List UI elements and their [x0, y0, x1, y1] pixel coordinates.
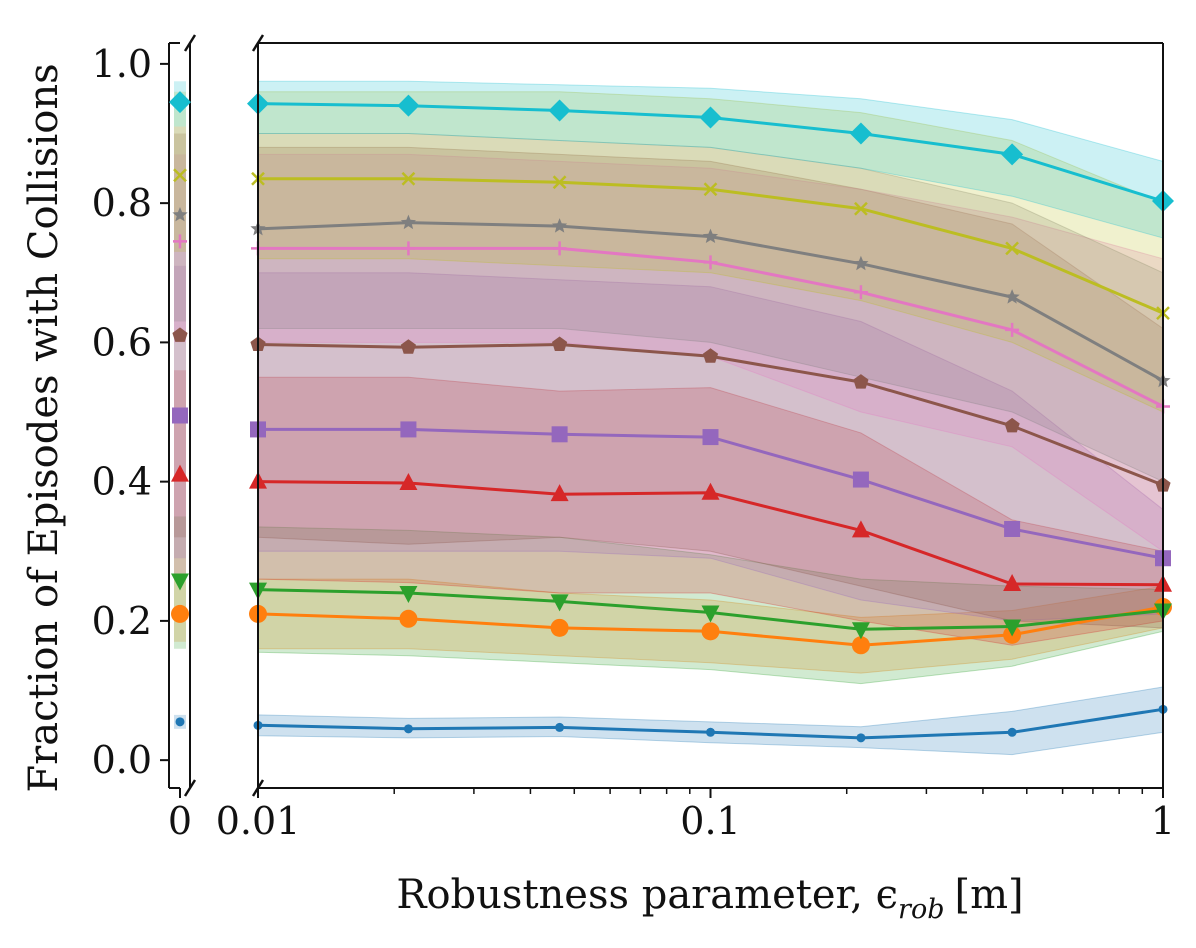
series-point-marker — [552, 218, 568, 233]
series-point-marker — [851, 636, 870, 655]
series-point-marker — [1004, 289, 1020, 304]
series-point-marker — [550, 594, 569, 612]
series-point-marker — [172, 407, 188, 424]
series-point-marker — [1007, 727, 1017, 737]
main-panel-series — [247, 80, 1174, 756]
series-point-marker — [702, 348, 719, 363]
series-point-marker — [1003, 619, 1022, 637]
y-tick-label: 0.2 — [92, 599, 152, 643]
series-point-marker — [552, 336, 568, 351]
zero-confidence-band — [174, 91, 186, 252]
series-point-marker — [853, 255, 869, 271]
x-axis-title-main: Robustness parameter, ϵ — [396, 872, 898, 918]
series-point-marker — [853, 374, 869, 389]
main-panel — [247, 34, 1174, 797]
series-point-marker — [706, 727, 715, 737]
series-point-marker — [701, 482, 720, 500]
series-point-marker — [400, 214, 416, 230]
series-point-marker — [397, 94, 420, 117]
series-point-marker — [172, 207, 188, 222]
series-point-marker — [702, 429, 719, 446]
series-point-marker — [550, 618, 569, 637]
series-point-marker — [171, 464, 189, 482]
series-point-marker — [173, 168, 187, 183]
x-tick-label: 0.01 — [216, 799, 301, 843]
series-point-marker — [400, 339, 416, 354]
zero-confidence-band — [174, 126, 186, 322]
series-point-marker — [853, 285, 868, 300]
series-point-marker — [175, 717, 185, 727]
series-point-marker — [1005, 322, 1020, 337]
series-point-marker — [849, 122, 872, 145]
x-tick-label: 0.1 — [680, 799, 740, 843]
series-point-marker — [173, 234, 187, 249]
series-point-marker — [400, 421, 417, 438]
series-point-marker — [699, 106, 722, 129]
series-point-marker — [702, 228, 719, 243]
series-point-marker — [401, 241, 416, 256]
series-point-marker — [552, 241, 567, 256]
series-point-marker — [1001, 143, 1024, 166]
series-point-marker — [1004, 520, 1021, 537]
series-point-marker — [1003, 573, 1022, 591]
series-point-marker — [399, 473, 418, 491]
series-point-marker — [555, 722, 565, 732]
y-tick-label: 0.0 — [92, 738, 152, 782]
y-tick-label: 0.8 — [92, 181, 152, 225]
series-point-marker — [403, 724, 413, 734]
series-point-marker — [548, 99, 571, 122]
series-point-marker — [552, 175, 567, 190]
zero-panel-series — [169, 81, 191, 729]
axis-break-mark — [183, 779, 197, 797]
x-axis-ticks: 0.01 0.1 1 — [179, 788, 1175, 843]
axis-break-mark — [251, 34, 265, 52]
x-axis-title-unit: [m] — [955, 872, 1024, 918]
series-point-marker — [171, 573, 189, 591]
series-point-marker — [701, 622, 720, 641]
x-axis-title: Robustness parameter, ϵrob [m] — [396, 872, 1023, 925]
series-point-marker — [399, 609, 418, 628]
series-point-marker — [401, 171, 416, 186]
series-point-marker — [550, 484, 569, 502]
x-tick-label: 1 — [1151, 799, 1175, 843]
x-zero-tick-label: 0 — [168, 799, 192, 843]
y-tick-label: 1.0 — [92, 42, 152, 86]
y-tick-label: 0.6 — [92, 320, 152, 364]
y-tick-label: 0.4 — [92, 460, 152, 504]
y-axis-ticks: 0.0 0.2 0.4 0.6 0.8 1.0 — [92, 42, 169, 782]
axis-break-mark — [183, 34, 197, 52]
series-point-marker — [851, 520, 870, 538]
series-point-marker — [701, 605, 720, 623]
series-point-marker — [703, 182, 718, 197]
zero-panel — [168, 34, 197, 797]
y-axis-title: Fraction of Episodes with Collisions — [21, 63, 67, 792]
series-point-marker — [551, 426, 568, 443]
series-point-marker — [171, 604, 189, 623]
series-point-marker — [854, 201, 868, 216]
series-point-marker — [851, 622, 870, 640]
confidence-band — [257, 686, 1164, 756]
series-point-marker — [1004, 417, 1020, 433]
series-point-marker — [856, 733, 866, 743]
series-point-marker — [169, 91, 191, 114]
x-axis-title-subscript: rob — [898, 894, 944, 925]
series-point-marker — [703, 255, 718, 270]
series-point-marker — [399, 586, 418, 604]
series-point-marker — [1005, 241, 1019, 256]
series-point-marker — [852, 471, 869, 488]
series-point-marker — [172, 327, 188, 342]
